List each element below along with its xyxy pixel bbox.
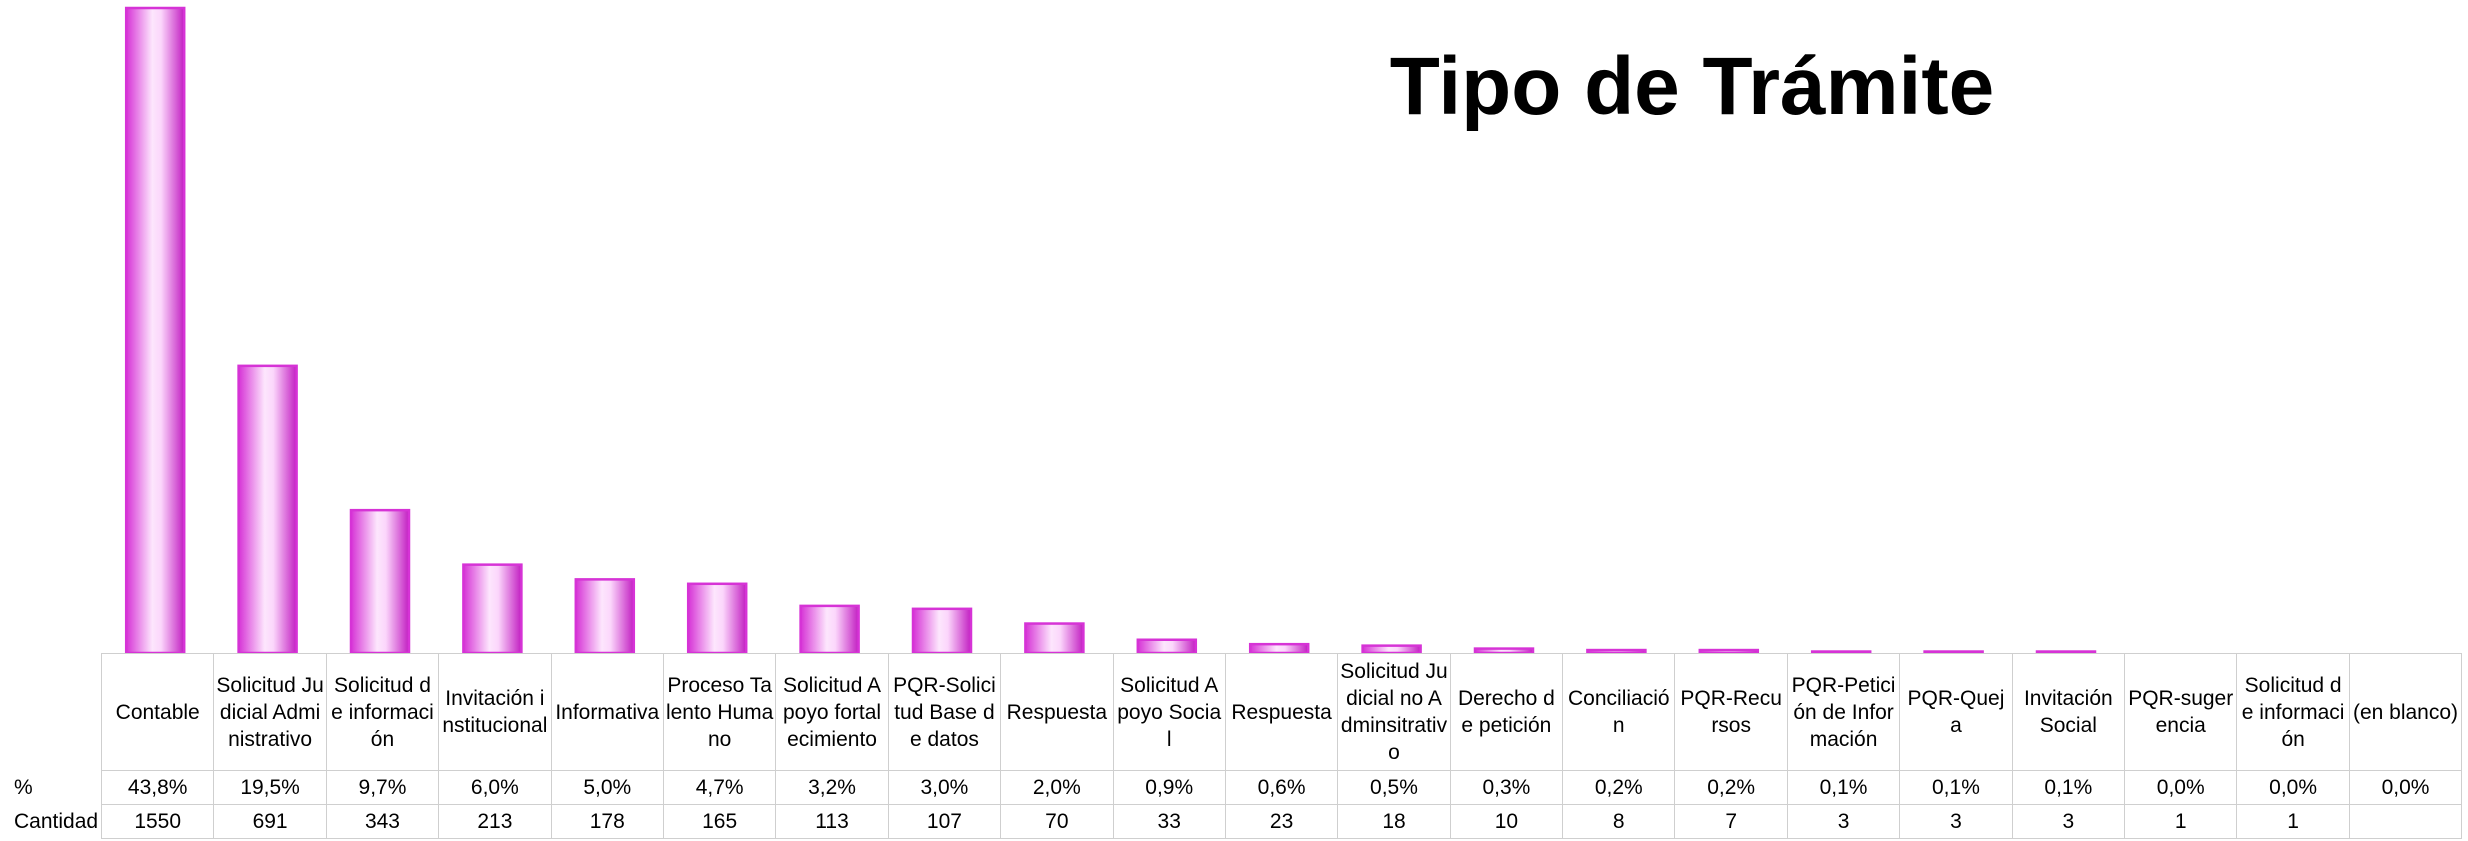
bar	[1473, 647, 1535, 653]
category-label: PQR-Petición de Información	[1786, 653, 1901, 771]
percent-label: 0,0%	[2236, 770, 2350, 805]
percent-label: 0,1%	[1786, 770, 1901, 805]
bar	[1698, 648, 1760, 653]
count-label: 70	[1000, 804, 1114, 839]
category-label: Respuesta	[1000, 653, 1114, 771]
percent-label: 4,7%	[662, 770, 777, 805]
category-label: Invitación Social	[2011, 653, 2126, 771]
category-label: Solicitud de información	[2236, 653, 2350, 771]
percent-label: 6,0%	[438, 770, 552, 805]
bar	[2035, 650, 2097, 653]
percent-label: 43,8%	[100, 770, 215, 805]
bar	[237, 364, 298, 653]
count-label: 10	[1449, 804, 1564, 839]
bar	[1248, 642, 1310, 653]
count-label: 18	[1337, 804, 1451, 839]
bar	[1136, 638, 1198, 653]
percent-label: 3,0%	[887, 770, 1002, 805]
count-label: 113	[775, 804, 889, 839]
chart-title: Tipo de Trámite	[1389, 41, 1995, 132]
percent-label: 9,7%	[325, 770, 440, 805]
count-label: 23	[1224, 804, 1339, 839]
count-label	[2348, 804, 2463, 839]
category-label: Informativa	[550, 653, 664, 771]
category-label: Proceso Talento Humano	[662, 653, 777, 771]
bar	[462, 563, 523, 653]
percent-label: 0,1%	[1899, 770, 2013, 805]
count-label: 33	[1112, 804, 1226, 839]
count-label: 213	[438, 804, 552, 839]
bar	[124, 6, 186, 653]
percent-label: 0,3%	[1449, 770, 1564, 805]
percent-label: 19,5%	[213, 770, 327, 805]
percent-label: 0,2%	[1674, 770, 1788, 805]
count-label: 3	[1899, 804, 2013, 839]
count-label: 178	[550, 804, 664, 839]
category-label: Invitación institucional	[438, 653, 552, 771]
bar	[686, 582, 748, 653]
bar	[799, 604, 860, 653]
percent-label: 0,2%	[1562, 770, 1676, 805]
count-label: 165	[662, 804, 777, 839]
percent-label: 5,0%	[550, 770, 664, 805]
category-label: PQR-Solicitud Base de datos	[887, 653, 1002, 771]
category-label: (en blanco)	[2348, 653, 2463, 771]
percent-label: 3,2%	[775, 770, 889, 805]
bar	[1810, 650, 1872, 653]
bar	[1024, 622, 1085, 653]
plot	[124, 6, 2097, 653]
count-label: 691	[213, 804, 327, 839]
count-label: 1	[2236, 804, 2350, 839]
percent-label: 0,6%	[1224, 770, 1339, 805]
count-label: 3	[2011, 804, 2126, 839]
category-label: Derecho de petición	[1449, 653, 1564, 771]
category-label: Solicitud Judicial Administrativo	[213, 653, 327, 771]
percent-label: 0,9%	[1112, 770, 1226, 805]
category-label: Solicitud Apoyo fortalecimiento	[775, 653, 889, 771]
category-label: PQR-sugerencia	[2124, 653, 2238, 771]
bar	[1923, 650, 1984, 653]
count-label: 3	[1786, 804, 1901, 839]
category-label: Solicitud Judicial no Adminsitrativo	[1337, 653, 1451, 771]
count-label: 7	[1674, 804, 1788, 839]
count-label: 8	[1562, 804, 1676, 839]
category-label: Solicitud de información	[325, 653, 440, 771]
count-label: 107	[887, 804, 1002, 839]
data-table: Contable Solicitud Judicial Administrativ…	[0, 653, 2463, 839]
row-label: %	[14, 776, 33, 799]
bar	[911, 607, 973, 653]
category-label: Respuesta	[1224, 653, 1339, 771]
percent-label: 0,0%	[2348, 770, 2463, 805]
bar	[574, 578, 636, 653]
row-label: Cantidad	[14, 810, 99, 833]
category-label: Conciliación	[1562, 653, 1676, 771]
count-label: 1	[2124, 804, 2238, 839]
bar	[1586, 648, 1647, 653]
bar	[349, 508, 411, 653]
category-label: Solicitud Apoyo Social	[1112, 653, 1226, 771]
percent-label: 0,1%	[2011, 770, 2126, 805]
category-label: PQR-Recursos	[1674, 653, 1788, 771]
category-label: PQR-Queja	[1899, 653, 2013, 771]
percent-label: 0,0%	[2124, 770, 2238, 805]
count-label: 343	[325, 804, 440, 839]
bar	[1361, 644, 1422, 653]
category-label: Contable	[100, 653, 215, 771]
percent-label: 2,0%	[1000, 770, 1114, 805]
percent-label: 0,5%	[1337, 770, 1451, 805]
count-label: 1550	[100, 804, 215, 839]
